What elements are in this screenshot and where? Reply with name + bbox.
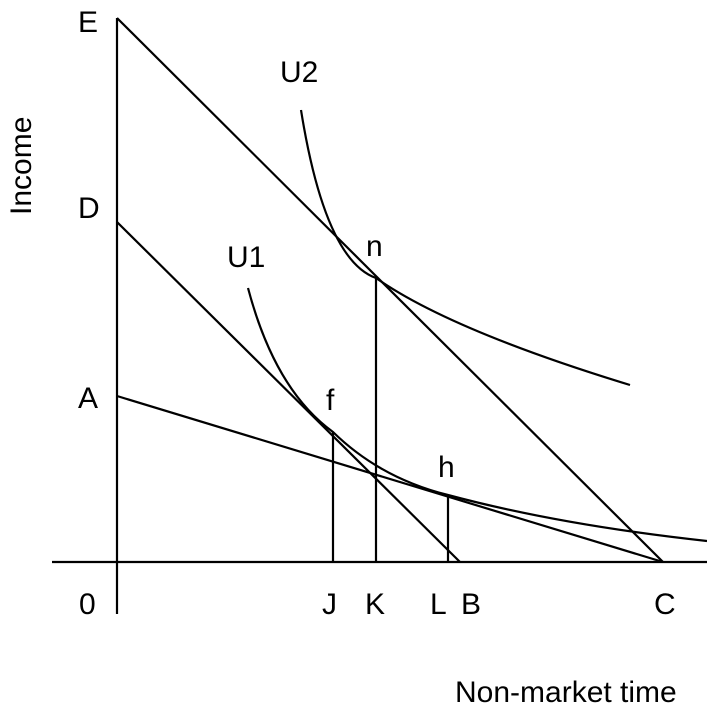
label-U2: U2 [280,56,318,89]
budget-line-DB [116,221,461,563]
label-E: E [78,6,98,39]
label-B: B [461,588,481,621]
label-f: f [326,384,335,417]
indifference-curve-u1 [246,287,707,543]
label-U1: U1 [227,241,265,274]
budget-line-AC [116,394,664,564]
label-n: n [366,230,383,263]
label-A: A [78,382,98,415]
label-K: K [365,588,385,621]
budget-line-EC [116,17,664,563]
label-h: h [438,451,455,484]
x-axis-title: Non-market time [455,676,677,709]
label-origin: 0 [79,588,96,621]
label-L: L [430,588,447,621]
label-J: J [322,588,337,621]
y-axis-title: Income [5,117,38,215]
label-C: C [654,588,676,621]
indifference-curve-u2 [299,109,631,387]
label-D: D [78,192,100,225]
